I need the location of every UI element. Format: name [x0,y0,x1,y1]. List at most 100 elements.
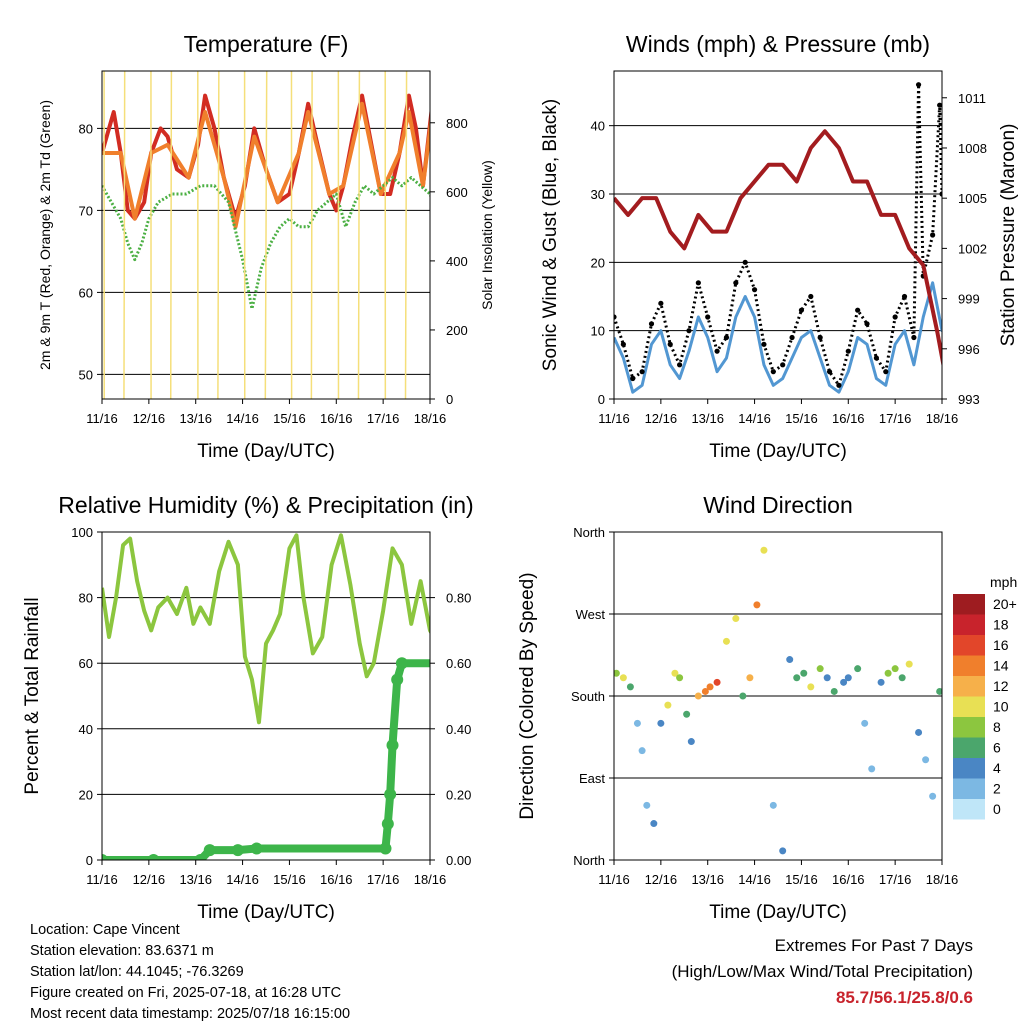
wind-direction-point [915,728,923,736]
extremes-title: Extremes For Past 7 Days [774,936,973,955]
wind-direction-x-tick-label: 13/16 [691,872,724,887]
wind-direction-point [936,687,942,695]
wind-direction-point [732,615,740,623]
humidity-precip-point [381,817,394,830]
winds-x-tick-label: 11/16 [598,411,630,426]
humidity-yr-tick-label: 0.00 [446,853,471,868]
temperature-yr-tick-label: 200 [446,323,468,338]
winds-yr-tick-label: 999 [958,292,980,307]
station-location: Location: Cape Vincent [30,922,180,938]
legend-label: 12 [993,678,1009,694]
wind-direction-x-tick-label: 14/16 [738,872,771,887]
winds-yr-tick-label: 1011 [958,91,986,106]
winds-yr-tick-label: 996 [958,342,980,357]
wind-direction-point [884,669,892,677]
winds-x-label: Time (Day/UTC) [709,441,847,462]
winds-gust-point [930,232,936,238]
winds-yr-tick-label: 1005 [958,191,987,206]
winds-plot-area [614,82,973,394]
wind-direction-point [830,687,838,695]
humidity-precip-point [250,842,263,855]
station-elevation: Station elevation: 83.6371 m [30,943,214,959]
humidity-precip-point [395,657,408,670]
temperature-series-2 [102,176,430,311]
winds-yr-tick-label: 993 [958,392,980,407]
winds-gust-point [770,369,776,375]
humidity-y-tick-label: 0 [86,853,93,868]
humidity-y-tick-label: 100 [71,525,93,540]
wind-direction-point [760,546,768,554]
humidity-x-tick-label: 14/16 [226,872,259,887]
wind-direction-panel: Wind Direction North East South West North 11/… [517,492,1017,923]
winds-gust-point [968,273,973,278]
humidity-precip-point [386,739,399,752]
winds-gust-point [639,369,645,375]
legend-swatch [953,635,985,656]
winds-gust-point [915,82,922,88]
winds-gust-point [733,280,739,286]
data-timestamp: Most recent data timestamp: 2025/07/18 1… [30,1006,351,1022]
legend-label: 2 [993,781,1001,797]
winds-x-tick-label: 17/16 [879,411,912,426]
wind-direction-point [981,538,988,545]
legend-label: 14 [993,658,1009,674]
winds-y-tick-label: 40 [591,119,605,134]
winds-gust-point [667,341,673,347]
winds-gust-point [826,369,833,375]
winds-y-tick-label: 30 [591,187,605,202]
temperature-y-label-right: Solar Insolation (Yellow) [479,160,495,310]
humidity-y-tick-label: 20 [79,787,93,802]
wind-direction-y-tick-label: East [579,771,605,786]
wind-direction-x-tick-label: 12/16 [645,872,678,887]
winds-gust-point [937,102,942,108]
wind-direction-frame [613,531,943,861]
winds-gust-point [620,341,626,347]
wind-direction-x-tick-label: 11/16 [598,872,630,887]
winds-gust-point [780,362,786,368]
winds-gust-point [789,334,795,341]
temperature-y-tick-label: 80 [79,121,93,136]
winds-x-tick-label: 18/16 [926,411,959,426]
legend-label: 16 [993,637,1009,653]
wind-direction-point [898,674,906,682]
temperature-y-tick-label: 50 [79,367,93,382]
wind-direction-point [816,665,824,673]
wind-direction-x-tick-label: 17/16 [879,872,912,887]
wind-direction-x-tick-label: 16/16 [832,872,865,887]
wind-direction-point [614,669,620,677]
winds-gust-point [798,307,805,313]
humidity-precip-point [147,854,160,860]
temperature-yr-tick-label: 400 [446,254,468,269]
wind-direction-point [823,674,831,682]
wind-direction-point [905,660,913,668]
winds-gust-point [630,375,636,382]
wind-direction-point [929,792,937,800]
temperature-x-tick-label: 15/16 [273,411,306,426]
humidity-yr-tick-label: 0.60 [446,656,471,671]
wind-direction-point [854,665,862,673]
wind-direction-point [657,719,665,727]
winds-gust-point [695,280,701,286]
legend-title: mph [990,574,1017,590]
humidity-precip-point [231,844,244,857]
winds-x-tick-label: 15/16 [785,411,818,426]
winds-y-tick-label: 0 [598,392,605,407]
wind-direction-y-label: Direction (Colored By Speed) [517,572,538,819]
temperature-x-tick-label: 12/16 [133,411,166,426]
wind-direction-title: Wind Direction [703,492,853,518]
winds-gust-point [614,314,617,320]
temperature-x-tick-label: 11/16 [86,411,118,426]
wind-direction-point [861,719,869,727]
winds-yr-tick-label: 1002 [958,241,987,256]
wind-direction-point [650,820,658,828]
wind-direction-point [722,637,730,645]
wind-direction-point [793,674,801,682]
humidity-x-tick-label: 12/16 [133,872,166,887]
legend-swatch [953,696,985,717]
humidity-x-tick-label: 17/16 [367,872,400,887]
legend-swatch [953,676,985,697]
temperature-x-tick-label: 18/16 [414,411,447,426]
winds-gust-point [751,287,758,293]
humidity-precip-point [391,673,404,686]
winds-gust-point [845,348,851,354]
